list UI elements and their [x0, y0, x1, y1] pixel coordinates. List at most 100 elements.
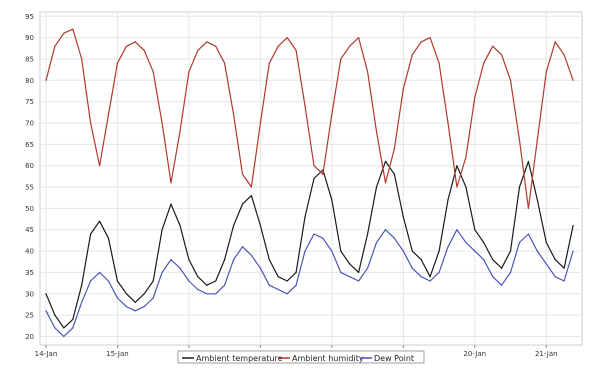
data-point — [152, 280, 154, 282]
data-point — [331, 113, 333, 116]
data-point — [518, 241, 521, 244]
data-point — [375, 186, 378, 188]
data-point — [483, 62, 485, 64]
data-point — [527, 207, 529, 209]
y-tick-label: 25 — [25, 312, 34, 320]
data-point — [215, 293, 217, 295]
data-point — [188, 280, 190, 282]
data-point — [349, 45, 351, 47]
data-point — [384, 182, 387, 184]
series-line-0 — [45, 160, 574, 329]
data-point — [197, 49, 199, 52]
data-point — [509, 250, 512, 252]
data-point — [509, 271, 512, 274]
data-point — [429, 276, 431, 278]
data-point — [107, 280, 110, 282]
data-point — [536, 139, 538, 141]
data-point — [331, 199, 333, 201]
data-point — [63, 335, 65, 338]
data-point — [474, 250, 476, 252]
data-point — [232, 113, 235, 116]
data-point — [402, 250, 404, 252]
data-point — [429, 280, 431, 282]
data-point — [107, 113, 110, 116]
data-point — [197, 276, 199, 278]
x-tick-label: 14-Jan — [35, 350, 58, 358]
data-point — [125, 293, 127, 295]
legend-item-label: Ambient temperature — [196, 354, 283, 363]
data-point — [54, 45, 56, 47]
data-point — [125, 305, 127, 308]
data-point — [420, 259, 422, 261]
data-point — [134, 310, 136, 312]
data-point — [358, 280, 360, 282]
data-point — [259, 122, 261, 124]
data-point — [500, 284, 503, 286]
data-point — [492, 276, 494, 278]
data-point — [98, 220, 101, 222]
x-tick-label: 21-Jan — [535, 350, 558, 358]
data-point — [232, 224, 235, 227]
y-tick-label: 80 — [25, 77, 34, 85]
data-point — [232, 259, 235, 261]
data-point — [518, 186, 521, 188]
data-point — [224, 284, 226, 286]
y-tick-label: 90 — [25, 34, 34, 42]
data-point — [384, 160, 387, 163]
data-point — [411, 54, 413, 56]
data-point — [295, 284, 297, 286]
data-point — [313, 233, 315, 235]
data-point — [134, 41, 136, 43]
data-point — [241, 173, 244, 175]
data-point — [250, 254, 253, 256]
data-point — [72, 28, 74, 30]
data-point — [197, 288, 199, 291]
data-point — [161, 122, 163, 124]
data-point — [268, 259, 270, 261]
data-point — [474, 229, 476, 231]
data-point — [295, 271, 297, 274]
data-point — [54, 327, 56, 329]
data-point — [572, 250, 574, 252]
series-line-2 — [45, 229, 574, 338]
data-point — [63, 32, 65, 34]
data-point — [536, 250, 538, 252]
data-point — [98, 271, 101, 274]
data-point — [438, 271, 440, 274]
data-point — [322, 173, 324, 175]
data-point — [98, 165, 101, 167]
data-point — [545, 241, 547, 244]
data-point — [331, 250, 333, 252]
data-point — [313, 177, 315, 180]
data-point — [107, 237, 110, 239]
data-point — [456, 229, 458, 231]
data-point — [402, 88, 404, 90]
data-point — [375, 241, 378, 244]
data-point — [268, 62, 270, 64]
y-tick-label: 20 — [25, 333, 34, 341]
data-point — [572, 224, 574, 227]
data-point — [456, 186, 458, 188]
data-point — [116, 280, 119, 282]
y-tick-label: 60 — [25, 162, 34, 170]
y-tick-label: 40 — [25, 248, 34, 256]
legend: Ambient temperature Ambient humidity Dew P… — [177, 350, 425, 364]
data-point — [188, 71, 190, 73]
data-point — [304, 216, 306, 218]
data-point — [411, 267, 413, 269]
data-point — [563, 54, 565, 56]
y-tick-label: 35 — [25, 269, 34, 277]
data-point — [277, 288, 279, 291]
series-line-1 — [45, 28, 574, 209]
data-point — [250, 194, 253, 197]
data-point — [304, 105, 306, 107]
y-tick-label: 55 — [25, 184, 34, 192]
data-point — [438, 250, 440, 252]
data-point — [206, 41, 208, 43]
data-point — [375, 130, 378, 133]
data-point — [349, 263, 351, 265]
data-point — [563, 267, 565, 269]
data-point — [188, 259, 190, 261]
